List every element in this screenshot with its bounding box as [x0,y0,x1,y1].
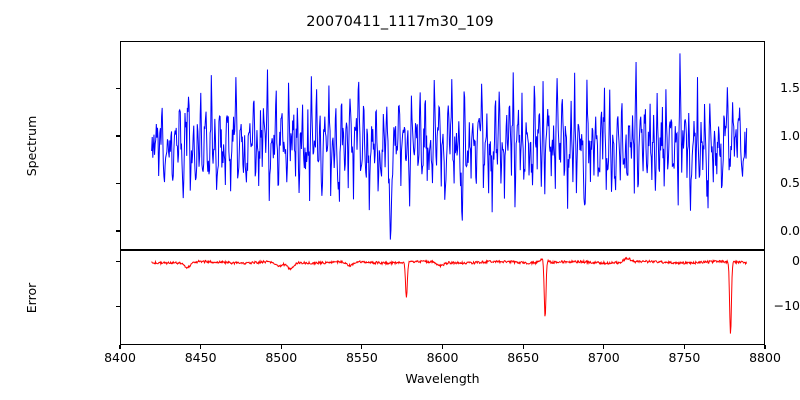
spectrum-ytick-mark [116,182,120,185]
x-axis-tick-mark [361,345,363,349]
spectrum-ytick-label: 1.0 [780,127,800,143]
error-ytick-mark [116,260,120,262]
spectrum-ytick-label: 0.5 [780,175,800,191]
x-axis-tick-mark [200,345,202,349]
x-axis-tick-label: 8600 [426,350,459,365]
error-ytick-label: −10 [773,298,800,314]
x-axis-tick-mark [441,345,444,349]
spectrum-plot-panel [120,41,765,250]
spectrum-trace [151,53,748,240]
error-ytick-mark [116,305,120,308]
spectrum-ytick-mark [116,230,120,232]
page-title: 20070411_1117m30_109 [306,14,494,30]
spectrum-ytick-mark [116,87,120,90]
x-axis-tick-mark [764,345,766,349]
x-axis-tick-label: 8550 [345,350,378,365]
error-ytick-label: 0 [792,253,800,268]
error-plot-panel [120,250,765,345]
x-axis-tick-label: 8800 [749,350,781,365]
x-axis-tick-label: 8500 [265,350,298,365]
error-trace [151,256,748,334]
x-axis-title: Wavelength [405,371,480,386]
x-axis-tick-label: 8700 [587,350,620,365]
x-axis-tick-mark [280,345,282,349]
x-axis-tick-mark [119,345,121,349]
x-axis-tick-label: 8750 [668,350,701,365]
spectrum-axis-title: Spectrum [24,115,39,176]
x-axis-tick-mark [683,345,685,349]
x-axis-tick-label: 8400 [104,350,136,365]
error-axis-title: Error [24,282,39,313]
spectrum-ytick-mark [116,135,120,137]
x-axis-tick-label: 8650 [507,350,540,365]
spectrum-line-series [151,53,748,240]
spectrum-ytick-label: 0.0 [780,222,800,238]
x-axis-tick-label: 8450 [184,350,217,365]
error-line-series [151,256,748,334]
x-axis-tick-mark [603,345,605,349]
x-axis-tick-mark [522,345,524,349]
spectrum-ytick-label: 1.5 [780,80,800,96]
